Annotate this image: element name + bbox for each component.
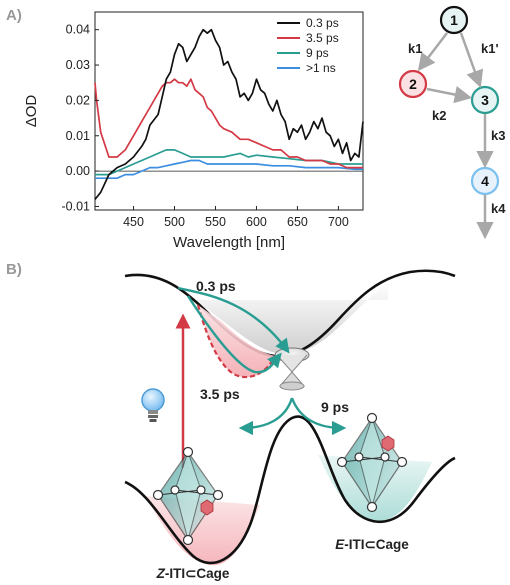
panel-b-label: B) <box>6 261 22 278</box>
x-tick-label: 650 <box>287 215 308 229</box>
y-tick-label: 0.00 <box>66 164 90 178</box>
x-tick-label: 550 <box>205 215 226 229</box>
conical-intersection-upper-cone <box>276 354 308 373</box>
potential-energy-diagram: 0.3 ps 3.5 ps 9 ps <box>124 269 456 581</box>
x-axis-title: Wavelength [nm] <box>173 234 285 251</box>
rate-k2: k2 <box>432 108 446 123</box>
trajectory-slow <box>186 295 282 374</box>
species-label-e: E-ITI⊂Cage <box>335 537 409 552</box>
branch-arrow-left <box>238 397 294 436</box>
state-2-circle <box>398 69 428 99</box>
arrow-k1 <box>417 32 448 72</box>
species-suffix-z: -ITI⊂Cage <box>165 566 230 581</box>
series-line-3 <box>95 149 363 176</box>
y-tick-label: 0.04 <box>66 23 90 37</box>
rate-k4: k4 <box>491 201 506 216</box>
species-prefix-e: E <box>335 537 345 552</box>
ground-surface-curve <box>124 415 456 565</box>
rate-k1-prime: k1' <box>481 41 499 56</box>
legend-label-4: >1 ns <box>306 61 336 75</box>
panel-a-label: A) <box>6 7 22 24</box>
time-label-fast: 0.3 ps <box>196 278 236 294</box>
y-tick-label: 0.01 <box>66 129 90 143</box>
state-1-circle <box>439 5 469 35</box>
conical-intersection-bottom <box>279 381 305 391</box>
y-tick-label: 0.03 <box>66 58 90 72</box>
rate-k1: k1 <box>408 41 422 56</box>
y-tick-label: -0.01 <box>62 199 91 213</box>
branch-arrow-right <box>290 397 347 436</box>
species-prefix-z: Z <box>156 566 166 581</box>
legend-label-1: 0.3 ps <box>306 16 339 30</box>
time-label-branch: 9 ps <box>321 399 349 415</box>
y-tick-label: 0.02 <box>66 93 90 107</box>
cage-left-icon <box>152 446 224 546</box>
x-tick-label: 450 <box>123 215 144 229</box>
series-line-4 <box>95 159 363 180</box>
cage-right-icon <box>336 412 408 513</box>
x-tick-label: 500 <box>164 215 185 229</box>
series-line-2 <box>94 78 363 169</box>
kinetic-scheme: 1 2 3 4 k1 k1' k2 k3 k4 <box>398 5 506 240</box>
excited-surface-fill <box>195 282 388 355</box>
light-bulb-icon <box>141 388 165 422</box>
arrow-k1-prime <box>459 32 484 88</box>
plot-frame <box>94 11 364 211</box>
arrow-k2 <box>426 86 473 104</box>
state-4-label: 4 <box>481 173 489 189</box>
species-suffix-e: -ITI⊂Cage <box>344 537 409 552</box>
trajectory-fast <box>177 286 290 354</box>
state-1-label: 1 <box>450 12 458 28</box>
legend-label-3: 9 ps <box>306 46 329 60</box>
transient-absorption-chart: 450 500 550 600 650 700 -0.01 0.00 0.01 0.02 0.03 0… <box>23 11 364 251</box>
intermediate-well-fill <box>198 305 275 378</box>
state-3-label: 3 <box>481 92 489 108</box>
x-tick-label: 700 <box>328 215 349 229</box>
series-line-1 <box>94 28 364 200</box>
species-label-z: Z-ITI⊂Cage <box>156 566 230 581</box>
state-2-label: 2 <box>409 76 417 92</box>
legend-label-2: 3.5 ps <box>306 31 339 45</box>
rate-k3: k3 <box>491 128 505 143</box>
time-label-intermediate: 3.5 ps <box>200 386 240 402</box>
x-tick-label: 600 <box>246 215 267 229</box>
y-axis-title: ΔOD <box>23 95 40 128</box>
